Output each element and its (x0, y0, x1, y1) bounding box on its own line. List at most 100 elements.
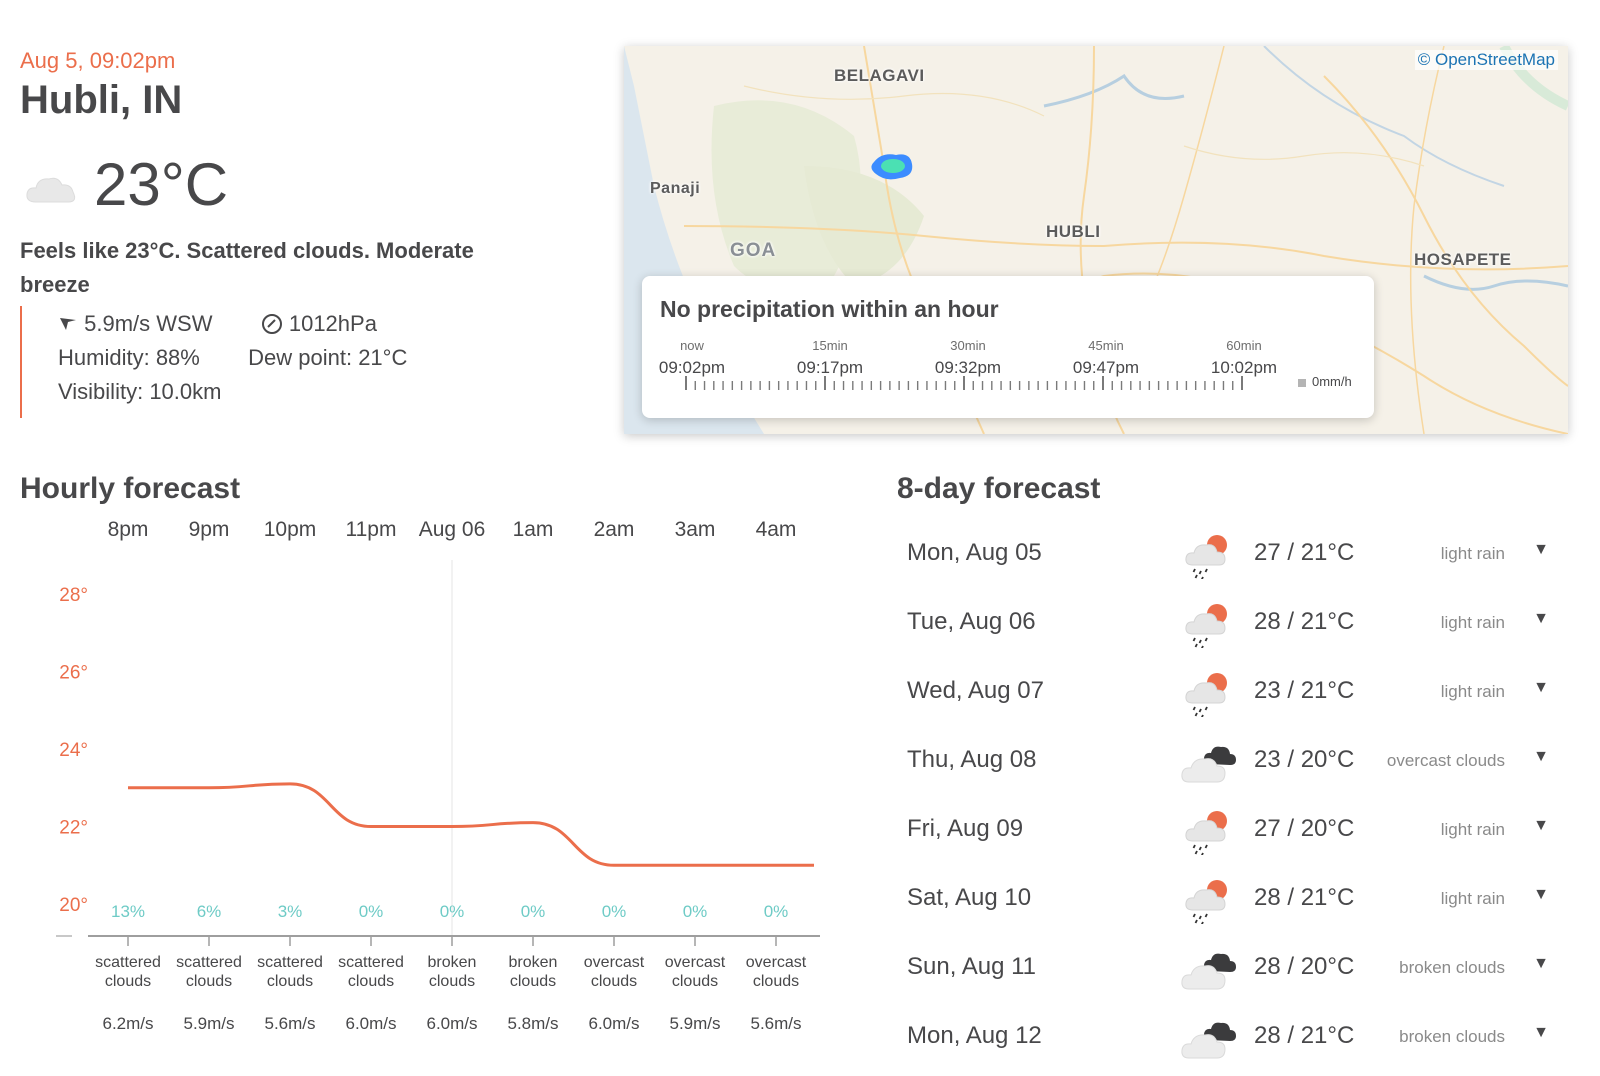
condition-label: scattered (338, 954, 404, 971)
rain-icon (1185, 673, 1227, 717)
day-temperature: 28 / 20°C (1254, 953, 1355, 980)
y-tick-label: 24° (59, 740, 88, 761)
rain-icon (1185, 880, 1227, 924)
condition-label: broken (428, 954, 477, 971)
legend-label: 0mm/h (1312, 374, 1352, 389)
current-datetime: Aug 5, 09:02pm (20, 48, 176, 73)
daily-forecast-row[interactable]: Thu, Aug 08 23 / 20°C overcast clouds ▼ (897, 730, 1569, 799)
day-date: Thu, Aug 08 (907, 746, 1037, 773)
day-temperature: 27 / 20°C (1254, 815, 1355, 842)
precip-step-label: 30min (950, 338, 986, 353)
map-label-hubli: HUBLI (1046, 222, 1101, 241)
feels-like-summary: Feels like 23°C. Scattered clouds. Moder… (20, 238, 474, 297)
day-date: Wed, Aug 07 (907, 677, 1044, 704)
condition-label: scattered (257, 954, 323, 971)
condition-label: overcast (665, 954, 726, 971)
temperature-line (128, 782, 814, 867)
precipitation-probability: 6% (197, 902, 222, 921)
map-attribution[interactable]: © OpenStreetMap (1414, 50, 1558, 70)
daily-forecast-list: Mon, Aug 05 27 / 21°C light rain ▼ Tue, Aug … (897, 523, 1569, 1075)
day-date: Tue, Aug 06 (907, 608, 1036, 635)
humidity-label: Humidity: (58, 345, 150, 371)
condition-label: clouds (591, 973, 637, 990)
map-label-panaji: Panaji (650, 180, 701, 197)
precip-step-label: 45min (1088, 338, 1124, 353)
wind-speed-label: 5.6m/s (264, 1014, 315, 1033)
condition-label: clouds (186, 973, 232, 990)
condition-label: overcast (584, 954, 645, 971)
pressure-icon (261, 314, 282, 335)
day-description: light rain (1440, 544, 1505, 563)
expand-caret-icon[interactable]: ▼ (1533, 610, 1549, 627)
day-description: overcast clouds (1386, 751, 1505, 770)
precip-step-label: now (680, 338, 704, 353)
condition-label: scattered (176, 954, 242, 971)
wind-speed-label: 6.0m/s (588, 1014, 639, 1033)
hourly-forecast-title: Hourly forecast (20, 472, 241, 505)
daily-forecast-row[interactable]: Mon, Aug 05 27 / 21°C light rain ▼ (897, 523, 1569, 592)
dew-point-value: 21°C (358, 345, 408, 371)
map-label-goa: GOA (730, 240, 777, 261)
map-label-belagavi: BELAGAVI (834, 66, 925, 85)
daily-forecast-row[interactable]: Fri, Aug 09 27 / 20°C light rain ▼ (897, 799, 1569, 868)
daily-forecast-row[interactable]: Mon, Aug 12 28 / 21°C broken clouds ▼ (897, 1006, 1569, 1075)
daily-forecast-row[interactable]: Wed, Aug 07 23 / 21°C light rain ▼ (897, 661, 1569, 730)
expand-caret-icon[interactable]: ▼ (1533, 955, 1549, 972)
expand-caret-icon[interactable]: ▼ (1533, 679, 1549, 696)
daily-forecast-row[interactable]: Sat, Aug 10 28 / 21°C light rain ▼ (897, 868, 1569, 937)
precip-step-time: 10:02pm (1210, 358, 1278, 377)
expand-caret-icon[interactable]: ▼ (1533, 817, 1549, 834)
wind-speed-label: 5.8m/s (507, 1014, 558, 1033)
wind-speed-label: 5.9m/s (669, 1014, 720, 1033)
precipitation-probability: 0% (359, 902, 384, 921)
precip-step-time: 09:32pm (934, 358, 1002, 377)
expand-caret-icon[interactable]: ▼ (1533, 748, 1549, 765)
precip-step-30min: 30min 09:32pm (918, 338, 1018, 378)
condition-label: clouds (348, 973, 394, 990)
y-tick-label: 22° (59, 818, 88, 839)
precip-step-15min: 15min 09:17pm (780, 338, 880, 378)
day-temperature: 23 / 20°C (1254, 746, 1355, 773)
hour-label: 8pm (108, 520, 149, 541)
condition-label: clouds (105, 973, 151, 990)
day-temperature: 28 / 21°C (1254, 608, 1355, 635)
condition-label: clouds (267, 973, 313, 990)
day-description: broken clouds (1399, 1027, 1505, 1046)
broken-clouds-icon (1181, 953, 1236, 990)
expand-caret-icon[interactable]: ▼ (1533, 541, 1549, 558)
day-description: light rain (1440, 820, 1505, 839)
visibility-label: Visibility: (58, 379, 144, 405)
wind-speed-label: 6.0m/s (426, 1014, 477, 1033)
day-temperature: 28 / 21°C (1254, 884, 1355, 911)
broken-clouds-icon (1181, 1022, 1236, 1059)
precip-step-now: now 09:02pm (642, 338, 742, 378)
day-temperature: 27 / 21°C (1254, 539, 1355, 566)
precipitation-probability: 0% (764, 902, 789, 921)
daily-forecast-title: 8-day forecast (897, 472, 1101, 505)
hourly-forecast-chart[interactable]: 8pm 9pm 10pm 11pm Aug 06 1am 2am 3am 4am 28° 26° 24… (20, 520, 842, 1076)
city-name: Hubli, IN (20, 78, 183, 122)
precipitation-timeline (685, 376, 1243, 390)
precipitation-probability: 0% (521, 902, 546, 921)
precip-step-label: 15min (812, 338, 848, 353)
weather-details: 5.9m/s WSW 1012hPa Humidity: 88% Dew poi… (20, 306, 407, 418)
expand-caret-icon[interactable]: ▼ (1533, 1024, 1549, 1041)
expand-caret-icon[interactable]: ▼ (1533, 886, 1549, 903)
y-tick-label: 28° (59, 585, 88, 606)
map-label-hosapete: HOSAPETE (1414, 250, 1512, 269)
condition-label: clouds (429, 973, 475, 990)
condition-label: clouds (510, 973, 556, 990)
condition-label: scattered (95, 954, 161, 971)
condition-label: overcast (746, 954, 807, 971)
y-tick-label: 20° (59, 895, 88, 916)
wind-value: 5.9m/s WSW (84, 311, 213, 337)
rain-icon (1185, 535, 1227, 579)
wind-direction-icon (60, 318, 76, 331)
daily-forecast-row[interactable]: Tue, Aug 06 28 / 21°C light rain ▼ (897, 592, 1569, 661)
precip-step-time: 09:02pm (658, 358, 726, 377)
current-temperature: 23°C (94, 151, 229, 218)
hour-label: Aug 06 (419, 520, 486, 541)
hour-label: 9pm (189, 520, 230, 541)
daily-forecast-row[interactable]: Sun, Aug 11 28 / 20°C broken clouds ▼ (897, 937, 1569, 1006)
wind-speed-label: 5.9m/s (183, 1014, 234, 1033)
